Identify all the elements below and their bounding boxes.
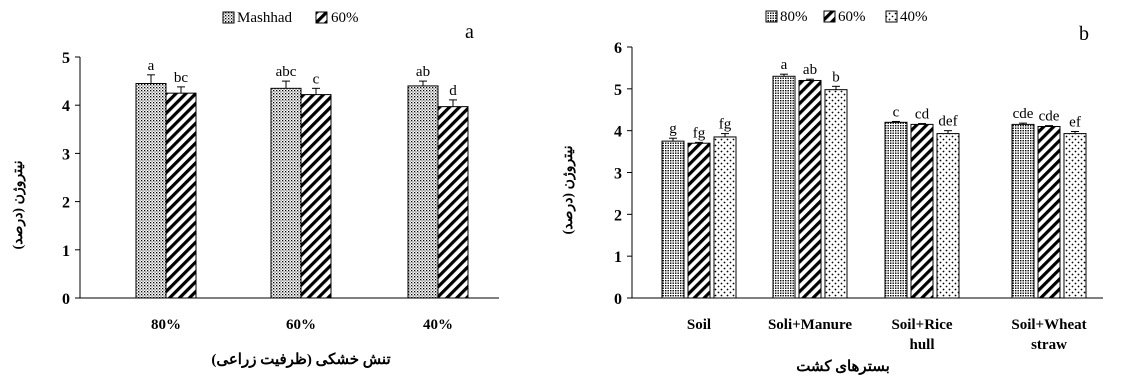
category-label: Soil+Wheat (1011, 317, 1086, 333)
significance-letter: d (449, 83, 457, 99)
bar (713, 136, 737, 299)
bar (824, 89, 848, 299)
significance-letter: a (148, 58, 155, 74)
legend-swatch-40 (885, 10, 898, 23)
significance-letter: cde (1039, 109, 1060, 125)
significance-letter: cde (1013, 106, 1034, 122)
legend-swatch-tehran (315, 11, 328, 24)
y-ticks-a: 0 1 2 3 4 5 (62, 50, 80, 308)
x-axis-title-b: بسترهای کشت (796, 359, 890, 375)
legend-label-mashhad: Mashhad (237, 10, 292, 26)
legend-label-60: 60% (838, 9, 866, 25)
panel-b: 80% 60% 40% b نیتروژن (درصد) بسترهای کشت… (561, 9, 1103, 375)
category-label: straw (1031, 337, 1067, 353)
bar (936, 133, 960, 299)
legend-a: Mashhad 60% (222, 10, 359, 26)
panel-a: Mashhad 60% a نیتروژن (درصد) تنش خشکی (ظ… (11, 10, 499, 368)
x-axis-title-a: تنش خشکی (ظرفیت زراعی) (211, 352, 390, 368)
bar (135, 83, 167, 299)
y-tick-label: 0 (62, 291, 70, 308)
significance-letter: c (313, 71, 320, 87)
significance-letter: ab (416, 64, 430, 80)
y-tick-label: 2 (62, 195, 70, 212)
y-tick-label: 2 (614, 207, 622, 224)
legend-swatch-60 (823, 10, 836, 23)
y-tick-label: 6 (614, 40, 622, 57)
significance-letter: ef (1069, 115, 1081, 131)
bar (165, 92, 197, 299)
bar (1063, 133, 1087, 299)
y-tick-label: 5 (614, 82, 622, 99)
bar (300, 94, 332, 299)
y-tick-label: 1 (62, 243, 70, 260)
significance-letter: g (669, 121, 677, 137)
legend-label-tehran: 60% (331, 10, 359, 26)
legend-label-80: 80% (780, 9, 808, 25)
significance-letter: fg (719, 117, 732, 133)
significance-letter: bc (174, 70, 189, 86)
bar (661, 140, 685, 299)
categories-a: 80% 60% 40% (151, 317, 453, 333)
category-label: Soil (687, 317, 711, 333)
significance-letter: fg (693, 125, 706, 141)
category-label: 80% (151, 317, 181, 333)
bar (270, 87, 302, 299)
category-label: Soli+Manure (768, 317, 852, 333)
category-label: Soil+Rice (891, 317, 952, 333)
significance-letter: abc (276, 64, 297, 80)
y-axis-title-a: نیتروژن (درصد) (11, 161, 26, 250)
significance-letter: c (893, 104, 900, 120)
significance-letter: def (938, 114, 957, 130)
significance-letter: a (781, 57, 788, 73)
legend-swatch-mashhad (222, 11, 235, 24)
category-label: 40% (423, 317, 453, 333)
y-tick-label: 4 (62, 98, 70, 115)
significance-letter: ab (803, 62, 817, 78)
category-label: 60% (286, 317, 316, 333)
bar (437, 106, 469, 299)
bar (798, 79, 822, 299)
panel-letter-a: a (465, 21, 474, 43)
y-tick-label: 5 (62, 50, 70, 67)
bar (407, 85, 439, 299)
y-tick-label: 3 (614, 166, 622, 183)
y-axis-title-b: نیتروژن (درصد) (561, 146, 576, 235)
legend-b: 80% 60% 40% (765, 9, 928, 25)
y-tick-label: 3 (62, 146, 70, 163)
y-ticks-b: 0 1 2 3 4 5 6 (614, 40, 632, 308)
categories-b: Soil Soli+Manure Soil+Rice hull Soil+Wheat st… (687, 317, 1087, 353)
bar (884, 121, 908, 299)
y-tick-label: 4 (614, 124, 622, 141)
bar (1011, 123, 1035, 299)
legend-swatch-80 (765, 10, 778, 23)
y-tick-label: 0 (614, 291, 622, 308)
bar (772, 75, 796, 299)
significance-letter: b (832, 69, 840, 85)
bar (1037, 125, 1061, 299)
category-label: hull (909, 337, 934, 353)
bar (910, 123, 934, 299)
legend-label-40: 40% (900, 9, 928, 25)
significance-letter: cd (915, 107, 930, 123)
y-tick-label: 1 (614, 249, 622, 266)
bars-a: abc abc c abd (135, 58, 469, 299)
panel-letter-b: b (1079, 23, 1089, 45)
bar (687, 142, 711, 299)
